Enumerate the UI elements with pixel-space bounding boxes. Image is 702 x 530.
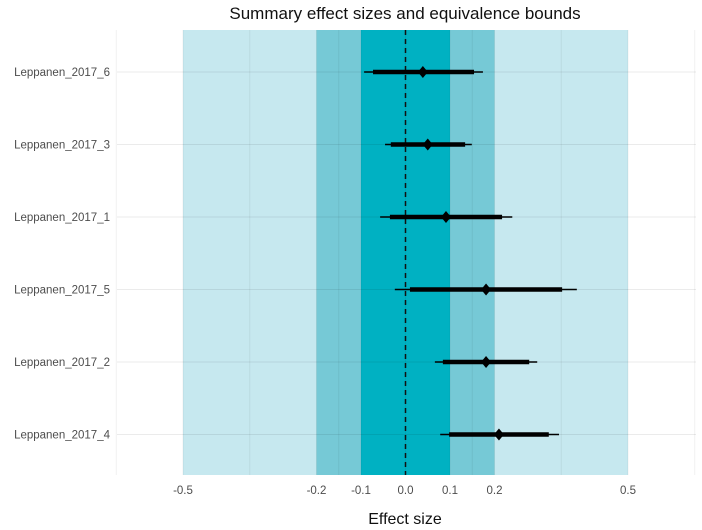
estimate-point [417, 66, 428, 78]
estimate-point [493, 428, 504, 441]
study-label: Leppanen_2017_5 [14, 285, 110, 297]
x-tick-label: 0.5 [620, 485, 636, 497]
estimate-point [481, 356, 492, 368]
chart-title: Summary effect sizes and equivalence bou… [229, 4, 580, 23]
study-label: Leppanen_2017_1 [14, 212, 110, 224]
x-tick-label: -0.1 [351, 485, 371, 497]
study-label: Leppanen_2017_3 [14, 140, 110, 152]
estimate-point [440, 211, 451, 223]
study-label: Leppanen_2017_6 [14, 67, 110, 79]
x-tick-label: -0.2 [307, 485, 327, 497]
x-tick-label: 0.2 [487, 485, 503, 497]
x-tick-label: 0.1 [442, 485, 458, 497]
x-axis-label: Effect size [368, 511, 442, 528]
study-label: Leppanen_2017_4 [14, 430, 111, 442]
x-tick-label: -0.5 [173, 485, 193, 497]
estimate-point [422, 138, 433, 151]
x-tick-label: 0.0 [398, 485, 414, 497]
estimate-point [481, 283, 492, 296]
study-label: Leppanen_2017_2 [14, 357, 110, 369]
